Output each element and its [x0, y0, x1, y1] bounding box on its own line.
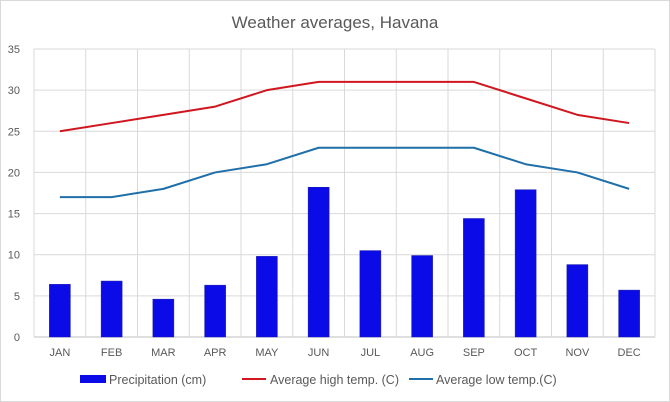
x-tick-label: JUN — [308, 347, 329, 359]
y-tick-label: 35 — [8, 44, 20, 56]
y-tick-label: 20 — [8, 167, 20, 179]
precipitation-bar — [307, 186, 330, 338]
y-tick-label: 5 — [14, 291, 20, 303]
precipitation-bar — [359, 250, 382, 338]
y-tick-label: 30 — [8, 85, 20, 97]
x-tick-label: MAY — [255, 347, 279, 359]
avg-low-temp-line — [59, 146, 630, 199]
legend-precipitation: Precipitation (cm) — [109, 373, 206, 387]
precipitation-bar — [566, 264, 589, 338]
y-tick-label: 25 — [8, 126, 20, 138]
legend-swatch-bar — [80, 375, 106, 383]
precipitation-bar — [411, 255, 433, 338]
legend-avg-high: Average high temp. (C) — [270, 373, 399, 387]
precipitation-bar — [204, 284, 226, 338]
x-tick-label: JUL — [361, 347, 381, 359]
x-tick-label: AUG — [410, 347, 434, 359]
y-tick-label: 15 — [8, 209, 20, 221]
x-tick-label: SEP — [463, 347, 485, 359]
precipitation-bar — [152, 298, 175, 338]
legend-avg-low: Average low temp.(C) — [436, 373, 557, 387]
x-tick-label: DEC — [618, 347, 641, 359]
gridlines — [33, 48, 656, 338]
x-tick-label: JAN — [49, 347, 70, 359]
precipitation-bar — [49, 284, 71, 338]
temperature-lines — [59, 80, 630, 199]
y-tick-label: 0 — [14, 332, 20, 344]
precipitation-bar — [256, 256, 278, 338]
precipitation-bars — [49, 186, 640, 338]
x-tick-label: APR — [204, 347, 227, 359]
x-tick-label: FEB — [101, 347, 122, 359]
y-axis: 0 5 10 15 20 25 30 35 — [8, 44, 20, 344]
precipitation-bar — [100, 280, 123, 338]
precipitation-bar — [618, 289, 640, 338]
avg-high-temp-line — [59, 80, 630, 133]
x-tick-label: OCT — [514, 347, 538, 359]
y-tick-label: 10 — [8, 250, 20, 262]
x-tick-label: NOV — [565, 347, 590, 359]
x-axis: JAN FEB MAR APR MAY JUN JUL AUG SEP OCT NOV DEC — [49, 347, 640, 359]
legend: Precipitation (cm) Average high temp. (C)… — [80, 373, 557, 387]
precipitation-bar — [514, 189, 537, 338]
chart-title: Weather averages, Havana — [232, 13, 439, 32]
precipitation-bar — [463, 218, 485, 338]
x-tick-label: MAR — [151, 347, 176, 359]
